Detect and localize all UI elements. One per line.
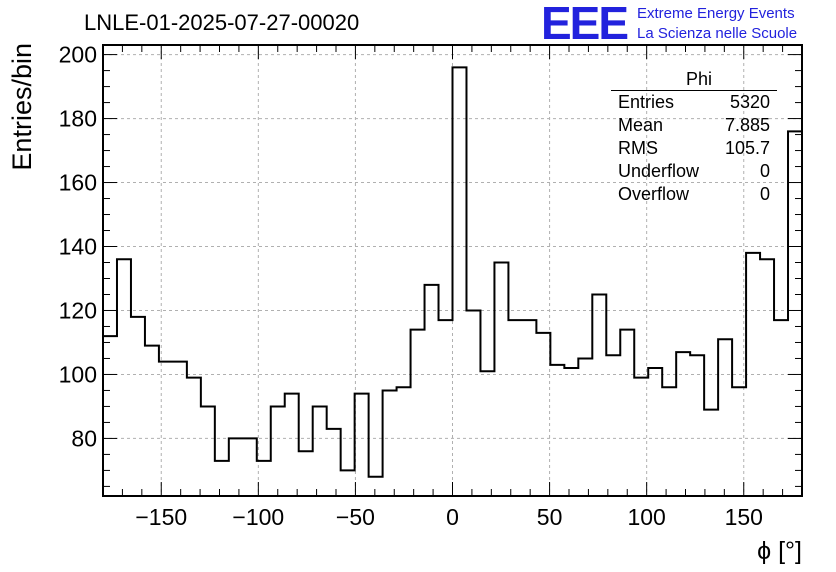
stats-value: 0 <box>759 161 770 181</box>
stats-title: Phi <box>611 68 777 91</box>
histogram-bin <box>704 410 718 496</box>
logo-line-1: Extreme Energy Events <box>637 5 795 22</box>
histogram-bin <box>718 339 732 496</box>
stats-value: 7.885 <box>724 115 770 135</box>
x-tick-label: −100 <box>232 504 284 530</box>
y-tick-label: 180 <box>59 106 97 132</box>
x-tick-label: 0 <box>446 504 459 530</box>
histogram-bin <box>117 259 131 496</box>
histogram-bin <box>187 378 201 496</box>
x-tick-label: −150 <box>135 504 187 530</box>
histogram-bin <box>439 320 453 496</box>
histogram-bin <box>760 259 774 496</box>
histogram-bin <box>690 355 704 496</box>
histogram-bin <box>550 365 564 496</box>
histogram-bin <box>369 477 383 496</box>
histogram-bin <box>634 378 648 496</box>
y-tick-label: 80 <box>71 425 97 451</box>
histogram-bin <box>425 285 439 496</box>
y-tick-label: 200 <box>59 42 97 68</box>
stats-label: Entries <box>618 92 675 112</box>
y-tick-label: 120 <box>59 297 97 323</box>
histogram-bin <box>648 368 662 496</box>
histogram-bin <box>746 253 760 496</box>
histogram-bin <box>411 330 425 496</box>
histogram-bin <box>578 358 592 496</box>
stats-row-rms: RMS 105.7 <box>611 137 777 160</box>
x-tick-label: 100 <box>627 504 665 530</box>
stats-box: Phi Entries 5320 Mean 7.885 RMS 105.7 Un… <box>611 68 777 206</box>
y-axis-title: Entries/bin <box>7 43 37 171</box>
histogram-bin <box>313 406 327 496</box>
histogram-bin <box>480 371 494 496</box>
histogram-bin <box>299 451 313 496</box>
stats-row-entries: Entries 5320 <box>611 91 777 114</box>
histogram-bin <box>285 394 299 496</box>
stats-label: Overflow <box>618 184 690 204</box>
stats-row-mean: Mean 7.885 <box>611 114 777 137</box>
eee-logo: EEE <box>541 0 629 49</box>
histogram-bin <box>494 263 508 496</box>
histogram-bin <box>131 317 145 496</box>
x-tick-label: −50 <box>336 504 375 530</box>
y-tick-label: 140 <box>59 234 97 260</box>
histogram-bin <box>355 394 369 496</box>
stats-label: Mean <box>618 115 664 135</box>
histogram-bin <box>536 333 550 496</box>
stats-row-overflow: Overflow 0 <box>611 183 777 206</box>
histogram-bin <box>257 461 271 496</box>
histogram-bin <box>243 438 257 496</box>
histogram-bin <box>397 387 411 496</box>
stats-value: 0 <box>759 184 770 204</box>
y-tick-label: 100 <box>59 361 97 387</box>
histogram-bin <box>341 470 355 496</box>
y-tick-label: 160 <box>59 170 97 196</box>
histogram-bin <box>215 461 229 496</box>
histogram-bin <box>145 346 159 496</box>
histogram-bin <box>774 320 788 496</box>
histogram-bin <box>732 387 746 496</box>
histogram-bin <box>229 438 243 496</box>
stats-value: 5320 <box>729 92 770 112</box>
histogram-bin <box>606 355 620 496</box>
histogram-bin <box>159 362 173 496</box>
chart-title: LNLE-01-2025-07-27-00020 <box>84 10 360 35</box>
logo-line-2: La Scienza nelle Scuole <box>637 25 798 42</box>
histogram-bin <box>201 406 215 496</box>
histogram-bin <box>522 320 536 496</box>
histogram-bin <box>453 67 467 496</box>
stats-label: RMS <box>618 138 658 158</box>
histogram-bin <box>466 310 480 496</box>
x-tick-label: 50 <box>537 504 563 530</box>
histogram-bin <box>564 368 578 496</box>
histogram-bin <box>173 362 187 496</box>
histogram-bin <box>508 320 522 496</box>
histogram-bin <box>620 330 634 496</box>
histogram-bin <box>662 387 676 496</box>
histogram-bin <box>103 336 117 496</box>
x-axis-title: ϕ [°] <box>757 537 802 565</box>
stats-value: 105.7 <box>724 138 770 158</box>
histogram-bin <box>383 390 397 496</box>
stats-row-underflow: Underflow 0 <box>611 160 777 183</box>
histogram-bin <box>676 352 690 496</box>
histogram-bin <box>271 406 285 496</box>
histogram-bin <box>327 429 341 496</box>
histogram-series-line <box>103 66 802 478</box>
logo-subtitle: Extreme Energy Events La Scienza nelle S… <box>637 4 797 44</box>
histogram-bin <box>592 294 606 496</box>
x-tick-label: 150 <box>725 504 763 530</box>
stats-label: Underflow <box>618 161 700 181</box>
histogram-bin <box>788 131 802 496</box>
